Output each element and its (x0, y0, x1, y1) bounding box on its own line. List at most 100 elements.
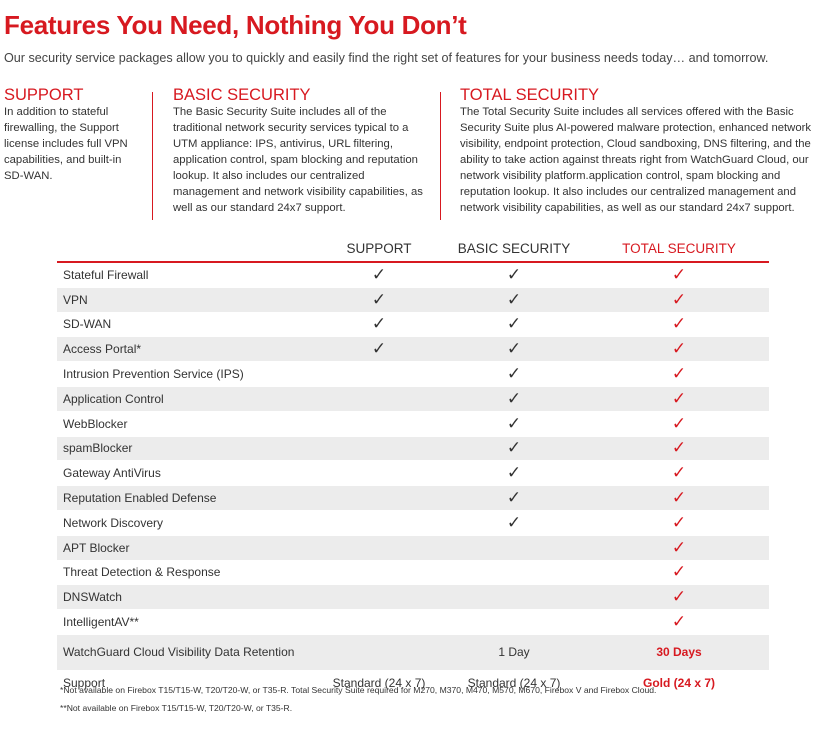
cell (319, 510, 439, 536)
cell (319, 386, 439, 412)
title: Features You Need, Nothing You Don’t (4, 10, 467, 40)
footnote: **Not available on Firebox T15/T15-W, T2… (60, 703, 293, 713)
feature-name: APT Blocker (57, 535, 319, 561)
cell: ✓ (589, 312, 769, 338)
feature-name: Access Portal* (57, 336, 319, 363)
cell-value: ✓ (671, 612, 687, 632)
cell: ✓ (589, 436, 769, 462)
cell: ✓ (319, 312, 439, 338)
cell-value: ✓ (671, 289, 687, 309)
cell: ✓ (439, 411, 589, 437)
column-header: BASIC SECURITY (439, 236, 589, 263)
table-row: Application Control ✓ ✓ (57, 386, 769, 412)
cell: ✓ (589, 609, 769, 635)
label: spamBlocker (63, 441, 133, 456)
cell: ✓ (589, 485, 769, 511)
label: Threat Detection & Response (63, 565, 221, 580)
feature-name: Intrusion Prevention Service (IPS) (57, 361, 319, 387)
cell-value: ✓ (506, 289, 522, 309)
cell: ✓ (589, 361, 769, 387)
cell: ✓ (319, 287, 439, 313)
cell-value: ✓ (506, 388, 522, 408)
cell (319, 609, 439, 635)
cell (319, 634, 439, 671)
table-row: Gateway AntiVirus ✓ ✓ (57, 460, 769, 487)
header-cell (57, 236, 319, 263)
cell-value: ✓ (671, 339, 687, 359)
cell-value: 30 Days (656, 645, 702, 660)
cell: ✓ (589, 336, 769, 363)
feature-name: Threat Detection & Response (57, 560, 319, 586)
cell-value: ✓ (671, 388, 687, 408)
label: Application Control (63, 391, 164, 406)
cell-value: ✓ (371, 314, 387, 334)
table-row: APT Blocker ✓ (57, 535, 769, 561)
feature-name: SD-WAN (57, 312, 319, 338)
cell: 1 Day (439, 634, 589, 671)
table-row: WebBlocker ✓ ✓ (57, 411, 769, 437)
cell-value: ✓ (506, 488, 522, 508)
feature-name: IntelligentAV** (57, 609, 319, 635)
divider (440, 92, 441, 220)
heading: BASIC SECURITY (173, 86, 311, 104)
cell: ✓ (589, 535, 769, 561)
feature-name: Gateway AntiVirus (57, 460, 319, 487)
cell: ✓ (439, 436, 589, 462)
cell-value: ✓ (371, 264, 387, 284)
table-row: SD-WAN ✓ ✓ ✓ (57, 312, 769, 338)
label: Access Portal* (63, 342, 142, 357)
cell-value: ✓ (671, 463, 687, 483)
cell: ✓ (319, 336, 439, 363)
cell: ✓ (589, 386, 769, 412)
cell: ✓ (439, 386, 589, 412)
column-header: SUPPORT (319, 236, 439, 263)
comparison-table: SUPPORT BASIC SECURITY TOTAL SECURITY State… (57, 236, 769, 697)
table-row: Support Standard (24 x 7) Standard (24 x 7… (57, 669, 769, 697)
cell-value: ✓ (671, 264, 687, 284)
cell-value: Standard (24 x 7) (467, 676, 561, 691)
feature-name: Stateful Firewall (57, 262, 319, 288)
label: Network Discovery (63, 515, 164, 530)
cell (319, 411, 439, 437)
table-row: Reputation Enabled Defense ✓ ✓ (57, 485, 769, 511)
cell-value: ✓ (506, 512, 522, 532)
cell: Gold (24 x 7) (589, 669, 769, 697)
label: APT Blocker (63, 540, 130, 555)
label: Gateway AntiVirus (63, 466, 161, 481)
cell: ✓ (589, 262, 769, 288)
label: Stateful Firewall (63, 267, 149, 282)
cell: ✓ (589, 560, 769, 586)
cell-value: Gold (24 x 7) (642, 676, 716, 691)
cell: Standard (24 x 7) (439, 669, 589, 697)
cell (319, 560, 439, 586)
header-row: SUPPORT BASIC SECURITY TOTAL SECURITY (57, 236, 769, 263)
label: Reputation Enabled Defense (63, 491, 217, 506)
cell-value: ✓ (506, 339, 522, 359)
column-header: TOTAL SECURITY (589, 236, 769, 263)
table-row: Stateful Firewall ✓ ✓ ✓ (57, 262, 769, 288)
cell: ✓ (439, 460, 589, 487)
cell (319, 436, 439, 462)
cell (319, 584, 439, 611)
label: Intrusion Prevention Service (IPS) (63, 367, 244, 382)
cell (319, 460, 439, 487)
cell-value: ✓ (671, 512, 687, 532)
cell-value: 1 Day (498, 645, 530, 660)
feature-name: WebBlocker (57, 411, 319, 437)
body: In addition to stateful firewalling, the… (4, 106, 128, 182)
heading: SUPPORT (4, 86, 84, 104)
cell-value: ✓ (506, 438, 522, 458)
label: DNSWatch (63, 590, 122, 605)
cell-value: ✓ (671, 364, 687, 384)
divider (152, 92, 153, 220)
label: WebBlocker (63, 416, 128, 431)
table-row: Threat Detection & Response ✓ (57, 560, 769, 586)
table-row: WatchGuard Cloud Visibility Data Retenti… (57, 634, 769, 671)
label: SD-WAN (63, 317, 112, 332)
cell-value: ✓ (671, 587, 687, 607)
cell: ✓ (589, 460, 769, 487)
cell: ✓ (589, 584, 769, 611)
body: The Basic Security Suite includes all of… (173, 106, 423, 214)
description: BASIC SECURITY The Basic Security Suite i… (173, 86, 428, 216)
